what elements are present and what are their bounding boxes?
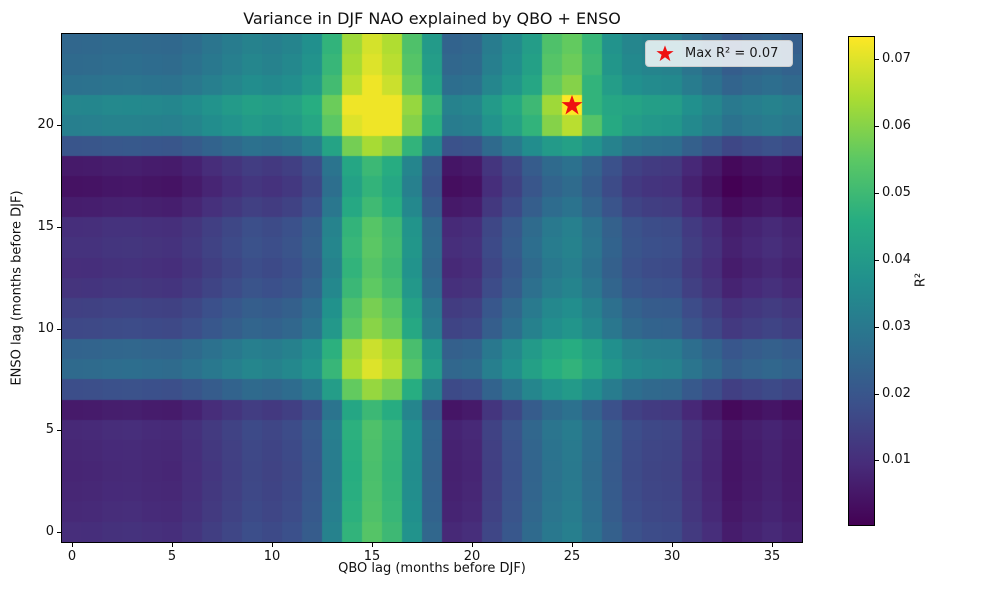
- x-tick-label-30: 30: [663, 549, 681, 564]
- x-tick-mark-10: [272, 543, 273, 547]
- colorbar-tick-mark-0.01: [875, 460, 879, 462]
- y-tick-label-0: 0: [45, 523, 54, 539]
- x-tick-label-0: 0: [67, 549, 77, 564]
- y-tick-label-10: 10: [37, 320, 54, 336]
- y-tick-label-5: 5: [45, 422, 54, 438]
- x-tick-mark-30: [672, 543, 673, 547]
- colorbar-tick-label-0.03: 0.03: [882, 318, 911, 334]
- y-tick-mark-0: [57, 531, 61, 533]
- x-tick-label-10: 10: [263, 549, 281, 564]
- x-tick-mark-5: [172, 543, 173, 547]
- x-tick-label-25: 25: [563, 549, 581, 564]
- x-tick-mark-25: [572, 543, 573, 547]
- legend: Max R² = 0.07: [645, 40, 793, 67]
- heatmap-canvas[interactable]: [62, 34, 802, 542]
- y-tick-label-20: 20: [37, 117, 54, 133]
- y-tick-mark-10: [57, 328, 61, 330]
- y-tick-mark-5: [57, 430, 61, 432]
- x-tick-label-5: 5: [167, 549, 177, 564]
- y-tick-label-15: 15: [37, 219, 54, 235]
- colorbar-label: R²: [913, 272, 929, 288]
- x-tick-label-20: 20: [463, 549, 481, 564]
- legend-star-icon: [656, 45, 674, 62]
- colorbar-tick-mark-0.02: [875, 393, 879, 395]
- colorbar-tick-label-0.06: 0.06: [882, 118, 911, 134]
- chart-title: Variance in DJF NAO explained by QBO + E…: [243, 9, 621, 28]
- colorbar: [848, 36, 875, 526]
- x-tick-mark-20: [472, 543, 473, 547]
- x-tick-mark-15: [372, 543, 373, 547]
- x-tick-label-35: 35: [763, 549, 781, 564]
- colorbar-tick-mark-0.05: [875, 193, 879, 195]
- y-tick-mark-15: [57, 227, 61, 229]
- colorbar-tick-mark-0.07: [875, 59, 879, 61]
- x-tick-mark-35: [772, 543, 773, 547]
- x-tick-mark-0: [72, 543, 73, 547]
- colorbar-tick-label-0.05: 0.05: [882, 185, 911, 201]
- colorbar-tick-mark-0.04: [875, 259, 879, 261]
- y-tick-mark-20: [57, 125, 61, 127]
- x-axis-label: QBO lag (months before DJF): [338, 561, 526, 576]
- legend-label: Max R² = 0.07: [685, 46, 779, 61]
- colorbar-tick-label-0.02: 0.02: [882, 385, 911, 401]
- colorbar-tick-label-0.04: 0.04: [882, 251, 911, 267]
- colorbar-tick-mark-0.03: [875, 326, 879, 328]
- colorbar-tick-label-0.07: 0.07: [882, 51, 911, 67]
- colorbar-tick-label-0.01: 0.01: [882, 452, 911, 468]
- x-tick-label-15: 15: [363, 549, 381, 564]
- colorbar-tick-mark-0.06: [875, 126, 879, 128]
